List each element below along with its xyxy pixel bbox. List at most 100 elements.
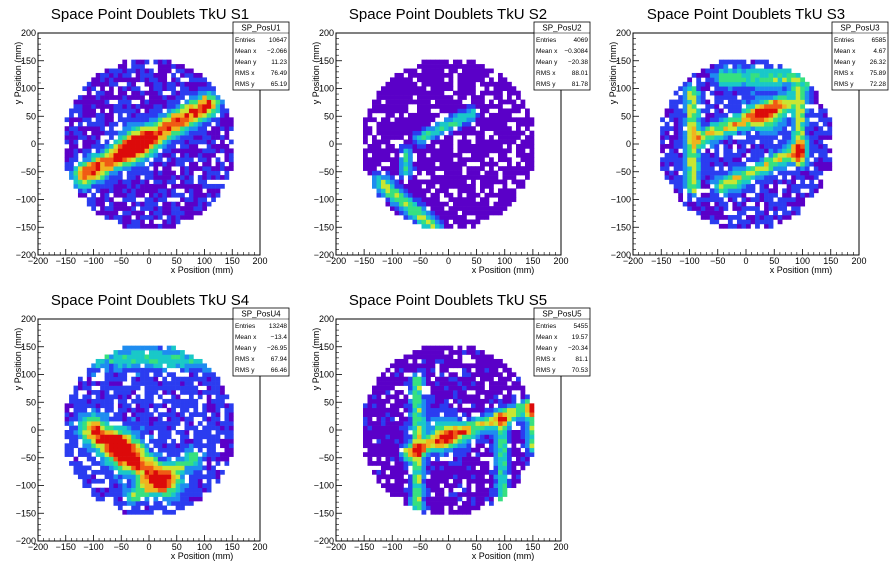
heatmap-cell — [507, 166, 512, 171]
heatmap-cell — [166, 345, 172, 351]
stats-value: 6585 — [872, 37, 887, 44]
heatmap-cell — [673, 126, 679, 131]
heatmap-cell — [126, 144, 132, 149]
heatmap-cell — [64, 443, 70, 449]
heatmap-cell — [448, 175, 454, 180]
heatmap-cell — [367, 144, 373, 149]
heatmap-cell — [678, 108, 684, 114]
heatmap-cell — [140, 104, 145, 109]
heatmap-cell — [480, 201, 485, 207]
heatmap-cell — [462, 108, 467, 114]
heatmap-cell — [484, 183, 490, 189]
heatmap-cell — [144, 108, 150, 114]
heatmap-cell — [188, 372, 194, 378]
stats-value: 66.46 — [271, 367, 288, 374]
heatmap-cell — [104, 456, 110, 462]
heatmap-cell — [363, 430, 368, 435]
heatmap-cell — [718, 161, 724, 167]
heatmap-cell — [95, 403, 101, 409]
heatmap-cell — [131, 390, 136, 395]
heatmap-cell — [759, 121, 765, 127]
heatmap-cell — [809, 135, 815, 140]
heatmap-cell — [140, 456, 145, 462]
heatmap-cell — [741, 117, 747, 123]
stats-label: Entries — [834, 37, 855, 44]
heatmap-cell — [122, 461, 128, 466]
heatmap-cell — [394, 363, 400, 369]
heatmap-cell — [489, 77, 494, 83]
heatmap-cell — [480, 121, 485, 127]
heatmap-cell — [390, 95, 395, 100]
heatmap-cell — [86, 434, 92, 440]
heatmap-cell — [197, 201, 203, 207]
heatmap-cell — [206, 99, 212, 105]
heatmap-cell — [140, 72, 145, 78]
heatmap-cell — [444, 135, 449, 140]
heatmap-cell — [73, 394, 79, 400]
heatmap-cell — [448, 197, 454, 203]
heatmap-cell — [211, 130, 216, 136]
heatmap-cell — [700, 201, 706, 207]
heatmap-cell — [86, 483, 92, 489]
heatmap-cell — [736, 99, 742, 105]
heatmap-cell — [367, 117, 373, 123]
heatmap-cell — [153, 135, 159, 140]
heatmap-cell — [69, 452, 74, 457]
heatmap-cell — [117, 443, 123, 449]
heatmap-cell — [140, 68, 145, 74]
heatmap-cell — [430, 478, 436, 484]
heatmap-cell — [484, 104, 490, 109]
x-tick-label: −50 — [114, 256, 129, 266]
heatmap-cell — [140, 376, 145, 382]
heatmap-cell — [162, 487, 168, 493]
heatmap-cell — [691, 148, 697, 154]
heatmap-cell — [687, 170, 693, 176]
heatmap-cell — [113, 130, 119, 136]
heatmap-cell — [109, 152, 114, 158]
heatmap-cell — [764, 215, 769, 220]
heatmap-cell — [220, 469, 225, 475]
heatmap-cell — [723, 81, 729, 87]
heatmap-cell — [421, 148, 427, 154]
heatmap-cell — [193, 398, 199, 404]
heatmap-cell — [759, 170, 765, 176]
heatmap-cell — [188, 492, 194, 497]
heatmap-cell — [435, 509, 440, 515]
heatmap-cell — [746, 77, 751, 83]
heatmap-cell — [131, 188, 136, 194]
y-tick-label: 200 — [616, 28, 631, 38]
heatmap-cell — [399, 117, 404, 123]
heatmap-cell — [412, 390, 418, 395]
heatmap-cell — [736, 179, 742, 185]
heatmap-cell — [764, 86, 769, 92]
heatmap-cell — [188, 144, 194, 149]
heatmap-cell — [82, 474, 88, 480]
heatmap-cell — [91, 99, 97, 105]
heatmap-cell — [746, 206, 751, 211]
heatmap-cell — [759, 161, 765, 167]
heatmap-cell — [95, 412, 101, 417]
heatmap-cell — [453, 99, 458, 105]
heatmap-cell — [457, 64, 463, 69]
heatmap-cell — [421, 188, 427, 194]
heatmap-cell — [224, 412, 230, 417]
heatmap-cell — [813, 139, 819, 145]
heatmap-cell — [157, 99, 163, 105]
heatmap-cell — [660, 117, 665, 123]
heatmap-cell — [800, 197, 806, 203]
heatmap-cell — [809, 175, 815, 180]
heatmap-cell — [399, 179, 404, 185]
heatmap-cell — [426, 363, 431, 369]
heatmap-cell — [73, 148, 79, 154]
heatmap-cell — [149, 104, 154, 109]
heatmap-cell — [700, 166, 706, 171]
heatmap-cell — [140, 350, 145, 355]
heatmap-cell — [171, 443, 176, 449]
heatmap-cell — [435, 210, 440, 216]
heatmap-cell — [439, 206, 445, 211]
heatmap-cell — [493, 210, 499, 216]
heatmap-cell — [376, 95, 382, 100]
heatmap-cell — [430, 465, 436, 471]
heatmap-cell — [135, 104, 141, 109]
heatmap-cell — [746, 117, 751, 123]
